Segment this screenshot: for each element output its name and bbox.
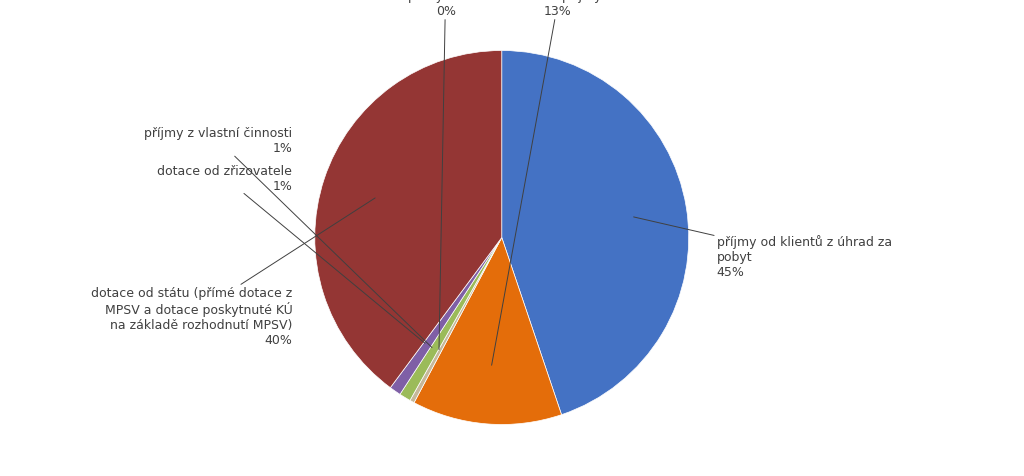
Wedge shape — [410, 238, 502, 403]
Text: dotace od zřizovatele
1%: dotace od zřizovatele 1% — [158, 164, 425, 344]
Wedge shape — [400, 238, 502, 401]
Text: dotace od státu (přímé dotace z
MPSV a dotace poskytnuté KÚ
na základě rozhodnut: dotace od státu (přímé dotace z MPSV a d… — [91, 198, 375, 347]
Wedge shape — [502, 51, 689, 415]
Text: příjmy od klientů z úhrad za
pobyt
45%: příjmy od klientů z úhrad za pobyt 45% — [634, 218, 892, 278]
Wedge shape — [414, 238, 561, 425]
Text: příjmy od zdravotních
pojišťoven - na místo
poskytování
0%: příjmy od zdravotních pojišťoven - na mí… — [378, 0, 514, 350]
Wedge shape — [390, 238, 502, 395]
Text: ostatní příjmy
13%: ostatní příjmy 13% — [492, 0, 601, 366]
Wedge shape — [314, 51, 502, 388]
Text: příjmy z vlastní činnosti
1%: příjmy z vlastní činnosti 1% — [144, 127, 432, 348]
